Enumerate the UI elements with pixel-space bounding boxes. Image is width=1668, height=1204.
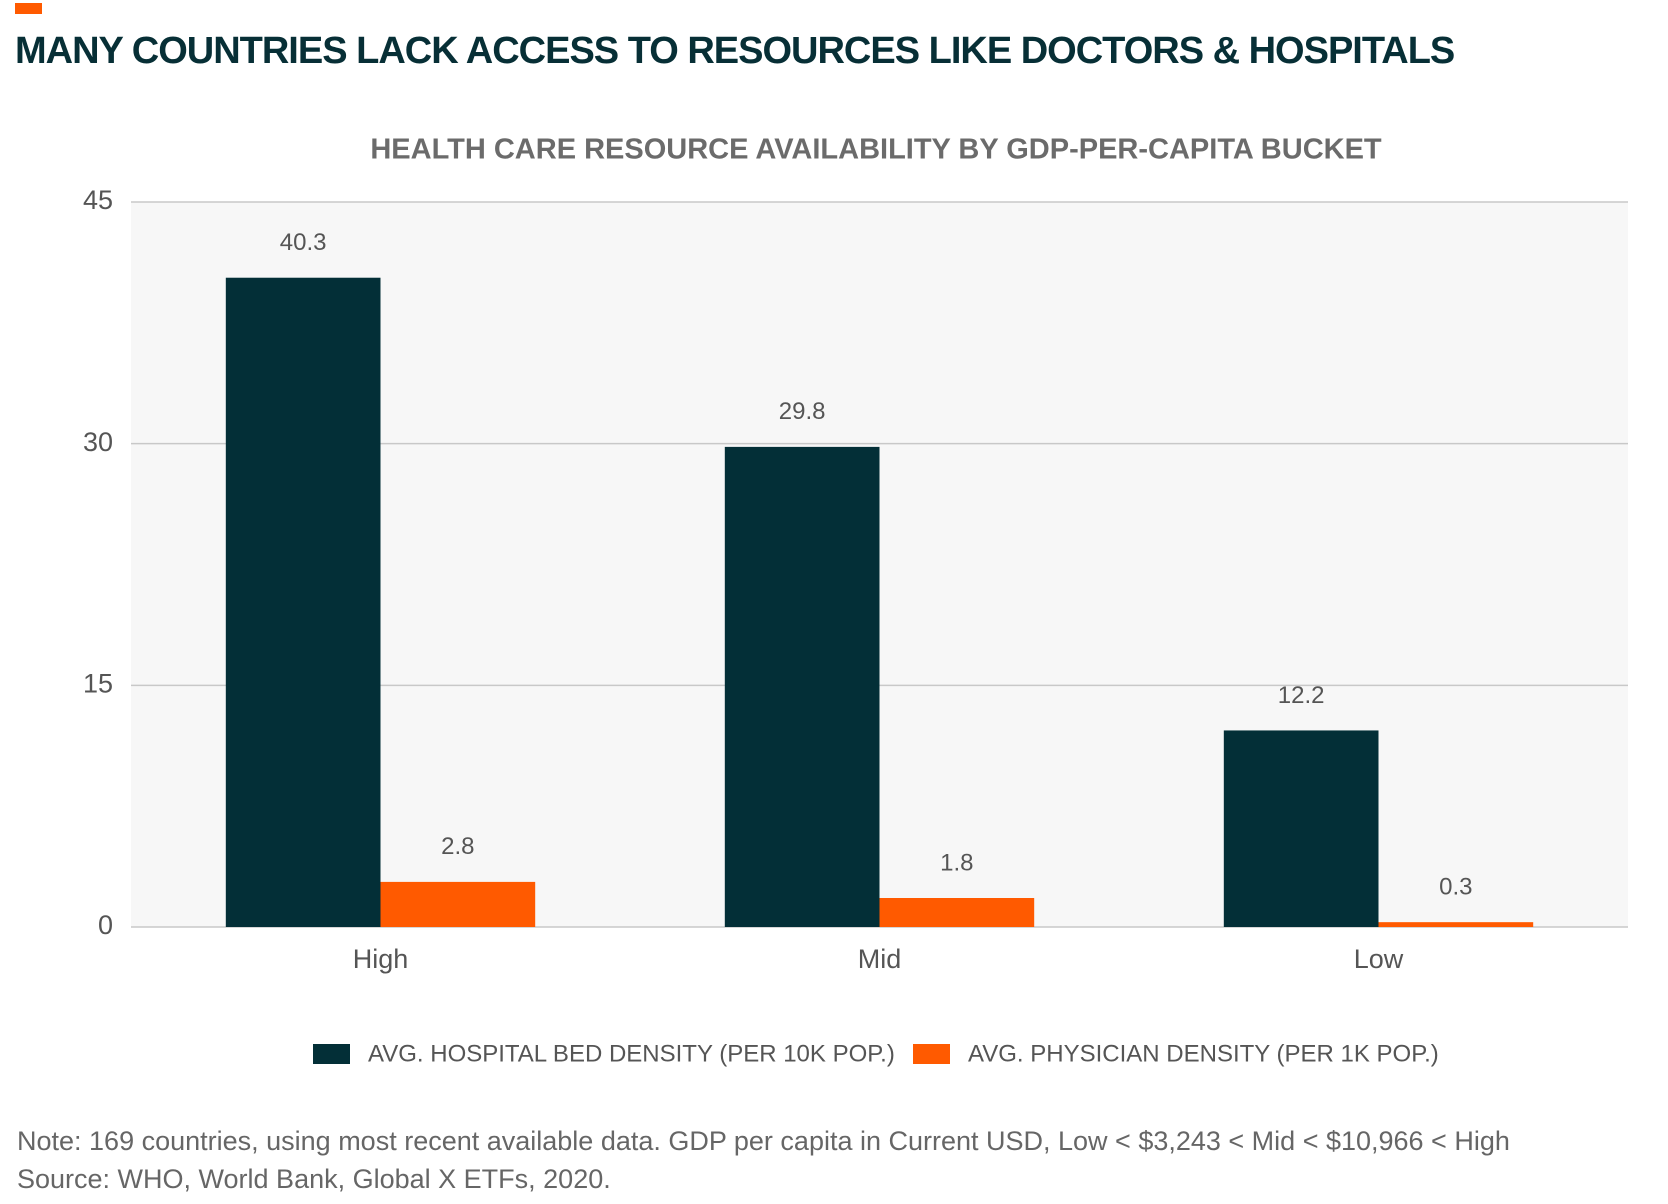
value-label: 40.3 [280, 229, 327, 256]
legend-swatch [313, 1044, 350, 1064]
legend-label: AVG. PHYSICIAN DENSITY (PER 1K POP.) [968, 1040, 1439, 1067]
bar [225, 277, 381, 927]
x-tick-label: Mid [858, 944, 902, 974]
value-label: 2.8 [441, 833, 474, 860]
legend-label: AVG. HOSPITAL BED DENSITY (PER 10K POP.) [368, 1040, 895, 1067]
y-tick-label: 15 [83, 668, 113, 698]
value-label: 29.8 [779, 398, 826, 425]
x-tick-label: Low [1354, 944, 1404, 974]
bar [1223, 730, 1379, 927]
x-tick-label: High [353, 944, 409, 974]
note: Note: 169 countries, using most recent a… [17, 1126, 1510, 1156]
bar [724, 446, 880, 927]
y-tick-label: 0 [98, 910, 113, 940]
value-label: 1.8 [940, 849, 973, 876]
y-tick-label: 45 [83, 185, 113, 215]
y-tick-label: 30 [83, 427, 113, 457]
source: Source: WHO, World Bank, Global X ETFs, … [17, 1164, 611, 1194]
chart-title: MANY COUNTRIES LACK ACCESS TO RESOURCES … [15, 30, 1454, 72]
bar [879, 898, 1035, 927]
bar [380, 881, 536, 927]
value-label: 0.3 [1439, 874, 1472, 901]
chart-subtitle: HEALTH CARE RESOURCE AVAILABILITY BY GDP… [370, 134, 1382, 166]
value-label: 12.2 [1278, 682, 1325, 709]
accent-bar [15, 3, 42, 14]
legend-swatch [913, 1044, 950, 1064]
bar [1378, 922, 1534, 927]
